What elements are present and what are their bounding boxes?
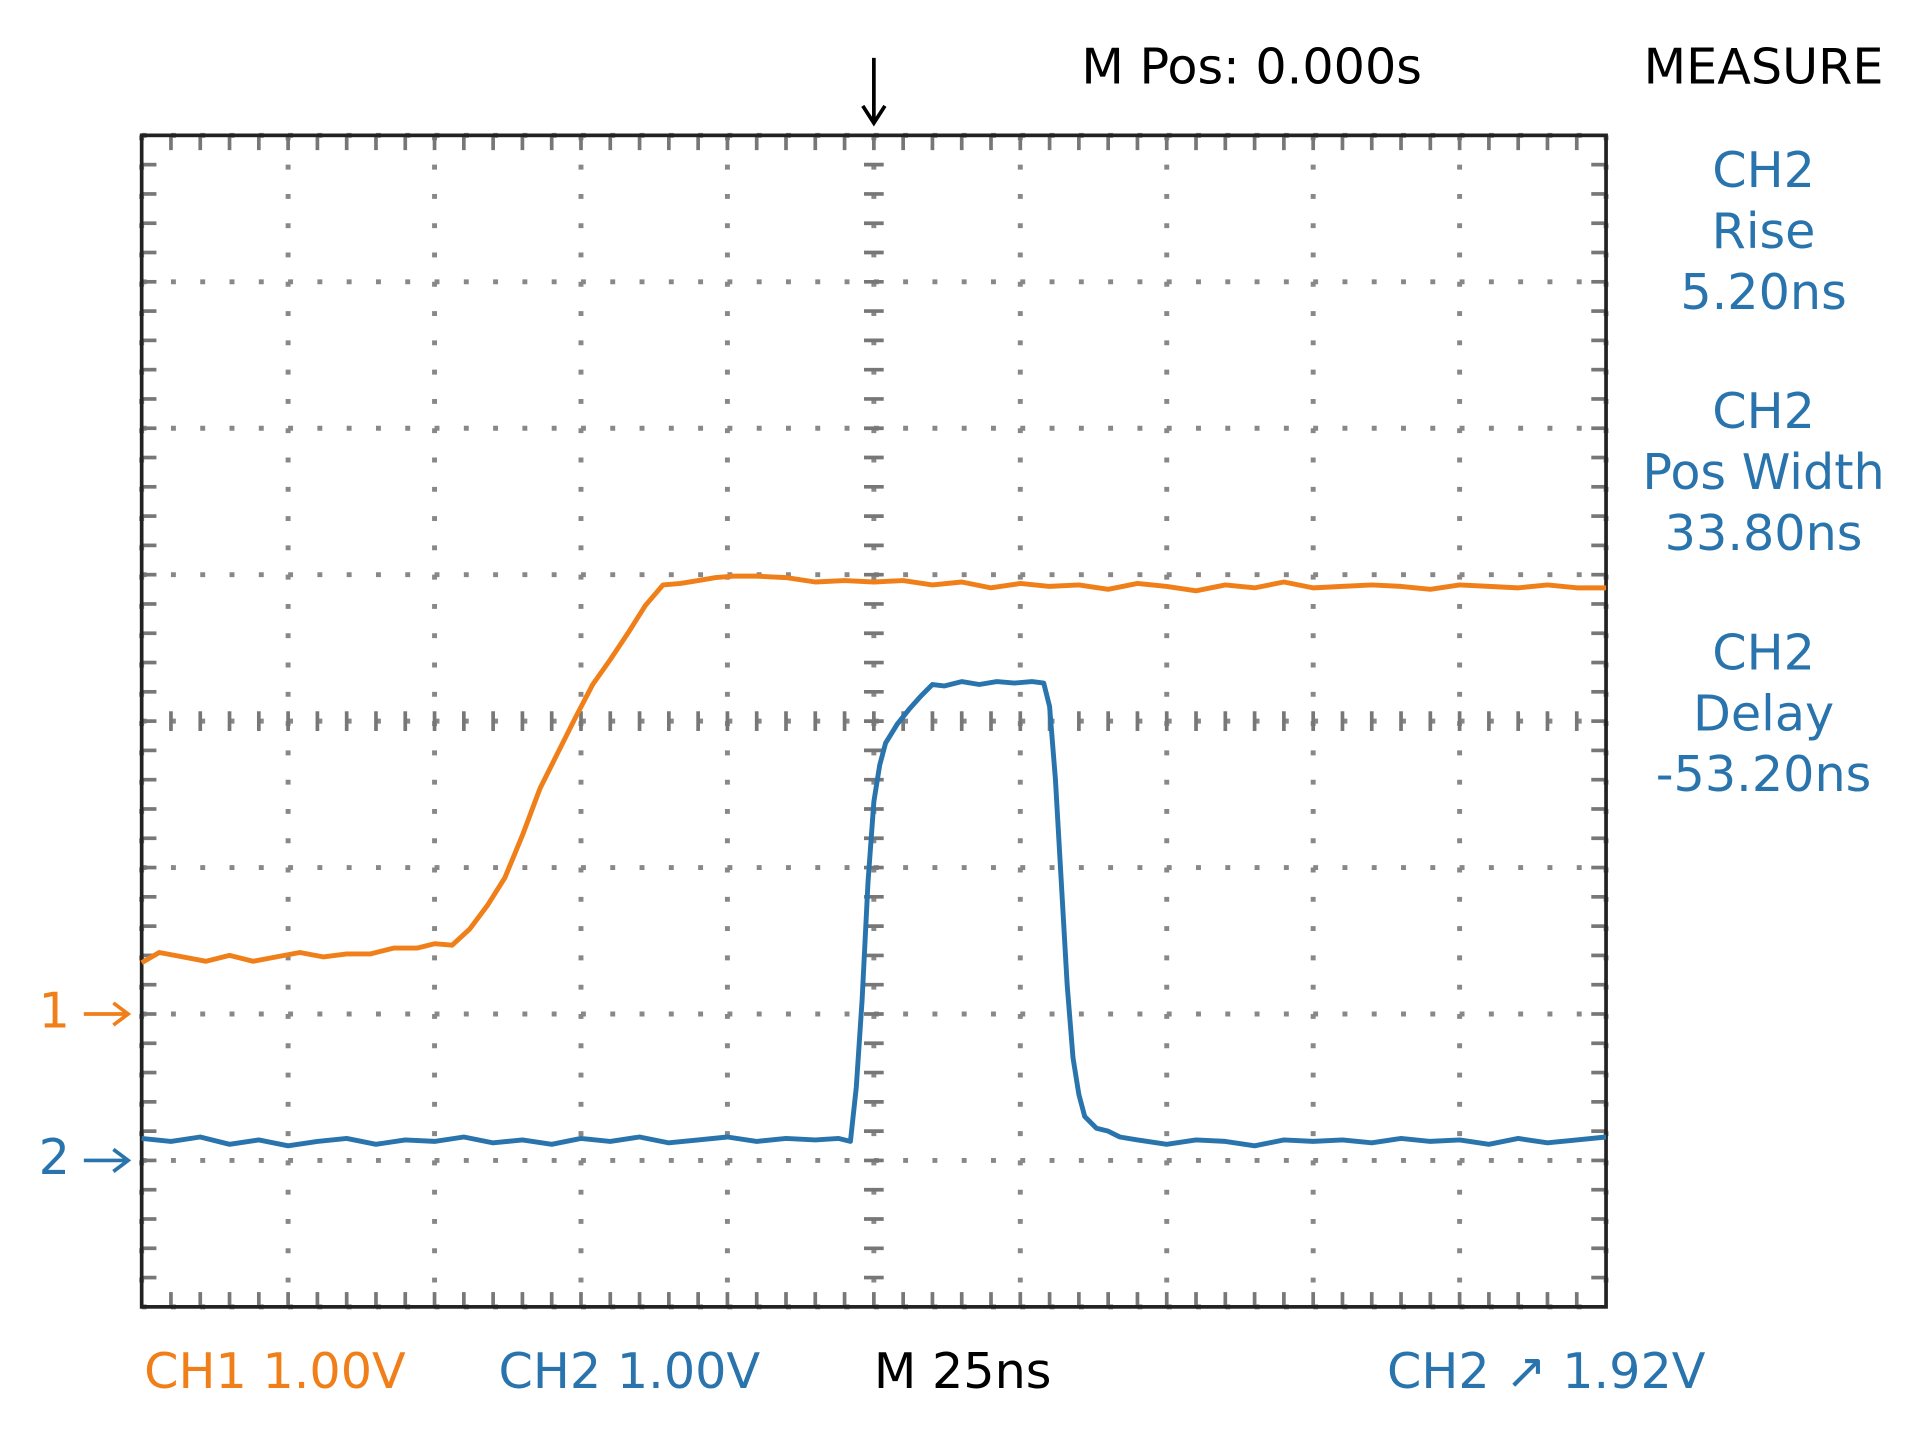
- measurement-source: CH2: [1712, 623, 1815, 681]
- channel-marker: 1: [39, 981, 70, 1039]
- measurement-name: Delay: [1693, 684, 1834, 742]
- channel-arrow: [83, 1147, 132, 1173]
- measure-title: MEASURE: [1644, 38, 1884, 96]
- measurement-value: 5.20ns: [1680, 263, 1846, 321]
- measurement-source: CH2: [1712, 382, 1815, 440]
- trigger-arrow: [861, 57, 887, 127]
- status-label: CH1 1.00V: [144, 1342, 406, 1400]
- waveform: [141, 679, 1607, 1149]
- status-label: CH2 ↗ 1.92V: [1387, 1342, 1706, 1400]
- plot-border: [139, 133, 1608, 1309]
- waveform: [140, 573, 1607, 965]
- channel-marker: 2: [39, 1128, 70, 1186]
- measurement-value: 33.80ns: [1665, 504, 1863, 562]
- measurement-source: CH2: [1712, 141, 1815, 199]
- measurement-name: Rise: [1712, 202, 1816, 260]
- measurement-value: -53.20ns: [1656, 745, 1872, 803]
- position-readout: M Pos: 0.000s: [1081, 38, 1422, 96]
- status-label: M 25ns: [874, 1342, 1052, 1400]
- channel-arrow: [83, 1001, 132, 1027]
- measurement-name: Pos Width: [1642, 443, 1884, 501]
- status-label: CH2 1.00V: [499, 1342, 761, 1400]
